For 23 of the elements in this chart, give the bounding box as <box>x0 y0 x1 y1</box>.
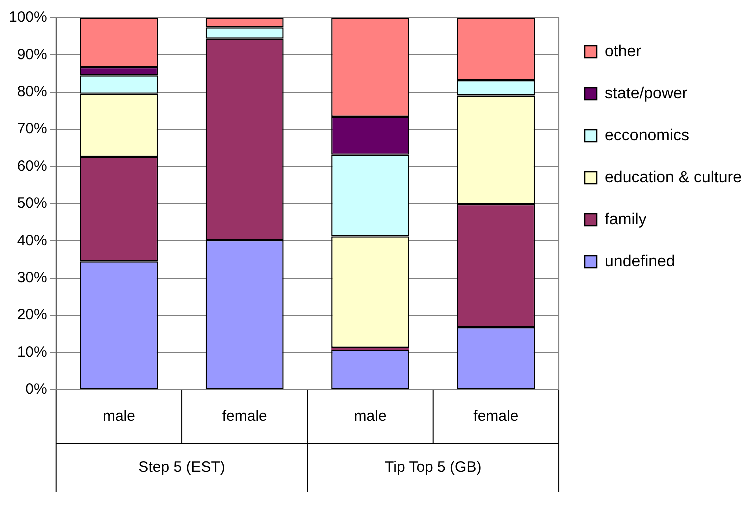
y-tick-label: 40% <box>17 232 48 250</box>
y-tick-label: 90% <box>17 46 48 64</box>
y-tick-label: 30% <box>17 270 48 287</box>
y-tick-label: 0% <box>26 381 48 398</box>
y-tick-label: 10% <box>17 344 48 361</box>
text: Step 5 (EST) <box>138 459 226 476</box>
legend-label: education & culture <box>605 169 742 186</box>
x-tick-label: female <box>222 408 268 426</box>
legend-label: state/power <box>605 85 688 102</box>
y-tick-label: 50% <box>17 195 48 212</box>
legend-label: other <box>605 43 642 60</box>
legend-label: undefined <box>605 253 676 270</box>
y-tick-label: 20% <box>17 306 48 324</box>
x-tick-label: male <box>102 408 136 426</box>
text: Tip Top 5 (GB) <box>385 459 482 476</box>
legend-label: ecconomics <box>605 127 690 144</box>
y-tick-label: 70% <box>17 120 48 138</box>
x-tick-label: male <box>354 408 387 426</box>
x-tick-label: female <box>474 408 519 426</box>
legend-label: family <box>605 211 647 228</box>
y-tick-label: 100% <box>8 9 48 26</box>
y-tick-label: 60% <box>17 158 48 175</box>
y-tick-label: 80% <box>17 84 48 101</box>
